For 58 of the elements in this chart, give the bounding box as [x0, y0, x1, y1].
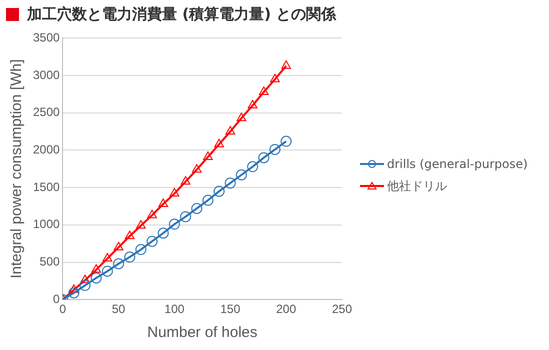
point — [146, 236, 158, 247]
point — [158, 228, 169, 239]
y-tick-label: 3500 — [32, 30, 60, 45]
point — [102, 266, 113, 277]
point — [236, 112, 246, 122]
point — [203, 151, 213, 160]
x-tick-label: 200 — [276, 302, 296, 316]
x-tick-label: 150 — [220, 302, 241, 316]
point — [168, 218, 180, 230]
point — [180, 211, 192, 222]
point — [90, 272, 102, 284]
legend-label: 他社ドリル — [387, 178, 448, 194]
point — [270, 74, 280, 82]
point — [69, 284, 79, 293]
point — [136, 220, 146, 229]
point — [170, 188, 180, 197]
point — [124, 252, 136, 263]
point — [191, 202, 202, 214]
point — [80, 280, 91, 291]
y-tick-label: 0 — [53, 292, 60, 306]
point — [281, 60, 291, 69]
point — [258, 86, 269, 95]
y-tick-label: 1500 — [32, 180, 60, 194]
point — [214, 186, 225, 197]
y-axis-title: Integral power consumption [Wh] — [8, 59, 26, 279]
point — [269, 144, 280, 155]
point — [124, 230, 135, 240]
y-tick-label: 2500 — [32, 105, 60, 120]
x-tick-label: 250 — [332, 302, 352, 316]
point — [68, 287, 80, 298]
y-tick-label: 3000 — [32, 68, 60, 82]
point — [114, 242, 124, 250]
x-tick-label: 100 — [164, 302, 185, 316]
y-tick-label: 1000 — [32, 217, 60, 232]
x-tick-label: 50 — [112, 302, 126, 316]
point — [147, 210, 157, 218]
point — [236, 169, 247, 180]
point — [247, 161, 258, 172]
point — [135, 244, 146, 256]
point — [280, 136, 292, 147]
y-tick-label: 2000 — [32, 142, 60, 157]
legend-label: drills (general-purpose) — [387, 156, 529, 172]
point — [248, 100, 258, 108]
y-tick-label: 500 — [40, 254, 60, 269]
point — [214, 138, 224, 148]
point — [192, 164, 202, 173]
point — [102, 253, 112, 262]
point — [225, 126, 236, 135]
point — [91, 264, 102, 273]
point — [180, 176, 190, 185]
point — [158, 198, 168, 208]
point — [224, 178, 236, 189]
point — [202, 194, 214, 206]
point — [258, 152, 270, 164]
point — [113, 258, 124, 270]
x-axis-title: Number of holes — [147, 324, 258, 342]
chart-title: 加工穴数と電力消費量 (積算電力量) との関係 — [27, 4, 336, 24]
point — [80, 274, 90, 284]
